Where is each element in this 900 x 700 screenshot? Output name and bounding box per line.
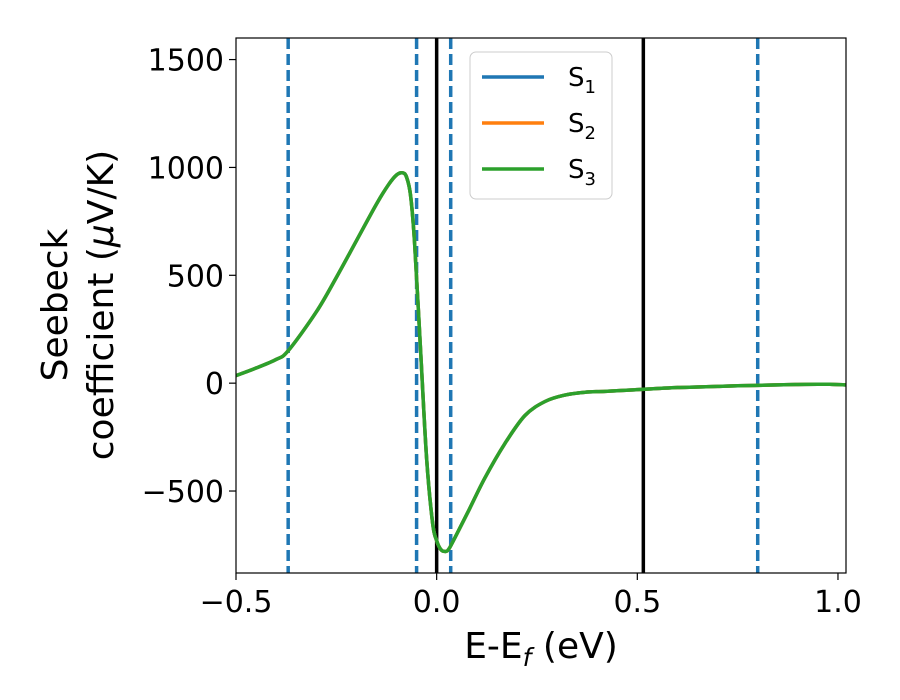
legend: S1 S2 S3 (469, 51, 613, 200)
y-tick-label: 0 (205, 367, 224, 402)
reference-lines (286, 38, 760, 573)
y-tick-label: 1500 (148, 44, 224, 79)
x-tick-label: 0.0 (413, 585, 461, 620)
legend-box (469, 51, 613, 200)
x-tick-label: −0.5 (200, 585, 273, 620)
y-axis: −500 0 500 1000 1500 (142, 44, 236, 510)
series-line-S2 (236, 170, 846, 554)
x-tick-label: 0.5 (613, 585, 661, 620)
legend-label-S1: S1 (568, 63, 596, 98)
legend-label-S2: S2 (568, 109, 596, 144)
y-axis-title-line1: Seebeck (35, 228, 76, 381)
x-tick-label: 1.0 (814, 585, 862, 620)
y-tick-label: 500 (167, 259, 224, 294)
series-line-S1 (236, 170, 846, 554)
y-tick-label: 1000 (148, 151, 224, 186)
y-tick-label: −500 (142, 475, 224, 510)
series-line-S3 (236, 170, 846, 554)
x-axis: −0.5 0.0 0.5 1.0 (200, 573, 862, 620)
plot-frame (235, 37, 847, 574)
x-axis-title: E-Ef (eV) (464, 626, 618, 672)
legend-label-S3: S3 (568, 155, 596, 190)
y-axis-title-line2: coefficient (μV/K) (81, 150, 122, 460)
series-lines (236, 170, 846, 554)
